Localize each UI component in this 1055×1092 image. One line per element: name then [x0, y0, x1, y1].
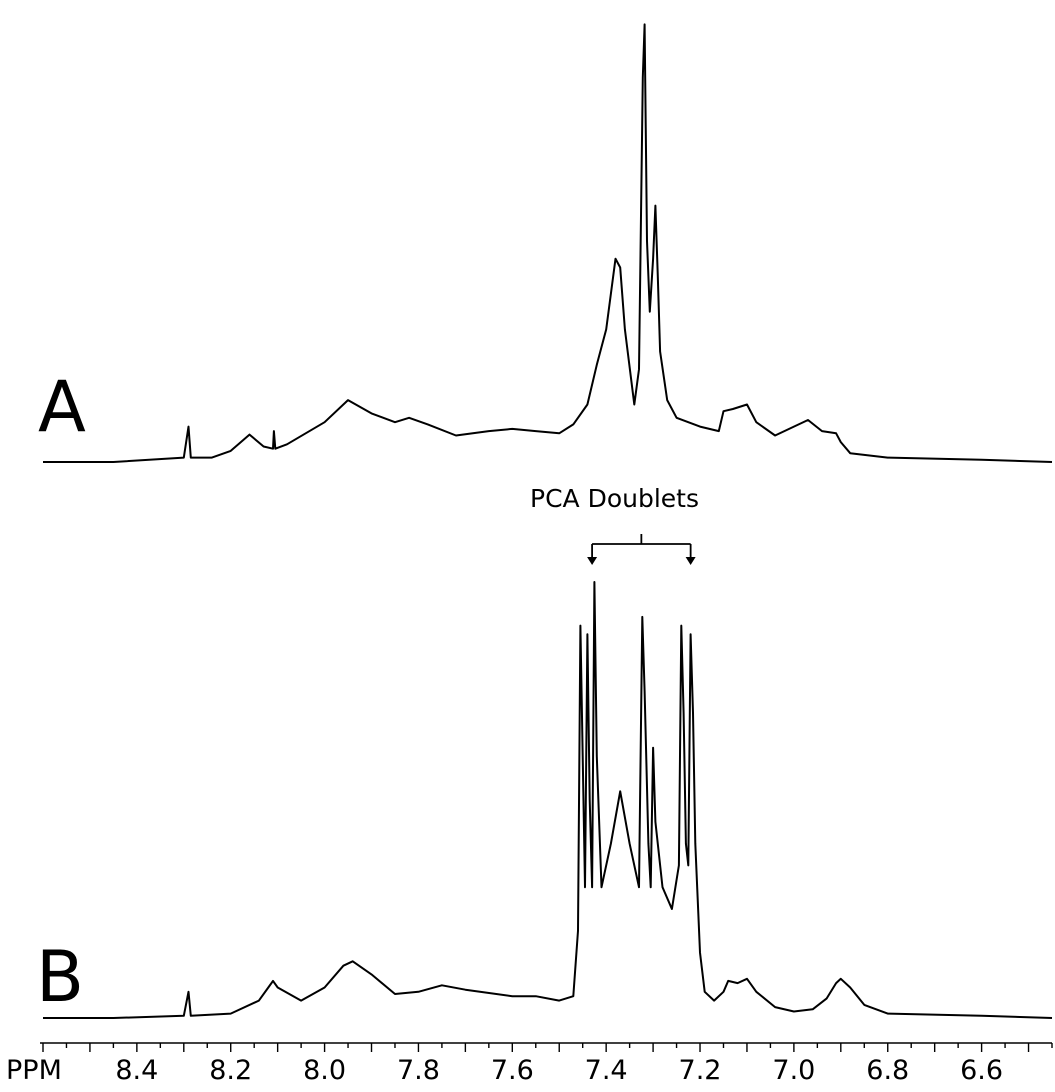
x-tick-label: 7.4: [585, 1055, 628, 1086]
x-tick-label: 7.8: [397, 1055, 440, 1086]
x-tick-label: 8.4: [115, 1055, 158, 1086]
pca-doublets-bracket: [587, 534, 696, 565]
x-tick-label: 7.2: [679, 1055, 722, 1086]
x-tick-label: 8.2: [209, 1055, 252, 1086]
x-tick-label: 8.0: [303, 1055, 346, 1086]
x-tick-label: 7.0: [772, 1055, 815, 1086]
panel-label-a: A: [38, 366, 86, 448]
arrow-head-left: [587, 557, 598, 565]
arrow-head-right: [685, 557, 696, 565]
x-axis-label: PPM: [6, 1055, 62, 1086]
x-tick-label: 6.8: [866, 1055, 909, 1086]
x-axis-ticks: [42, 1043, 1053, 1052]
x-axis-tick-labels: 8.4 8.2 8.0 7.8 7.6 7.4 7.2 7.0 6.8 6.6: [115, 1055, 1003, 1086]
pca-doublets-label: PCA Doublets: [530, 484, 699, 513]
spectrum-a-trace: [43, 23, 1053, 463]
panel-label-b: B: [36, 936, 85, 1018]
x-tick-label: 7.6: [491, 1055, 534, 1086]
spectrum-b-trace: [43, 581, 1053, 1019]
x-tick-label: 6.6: [960, 1055, 1003, 1086]
